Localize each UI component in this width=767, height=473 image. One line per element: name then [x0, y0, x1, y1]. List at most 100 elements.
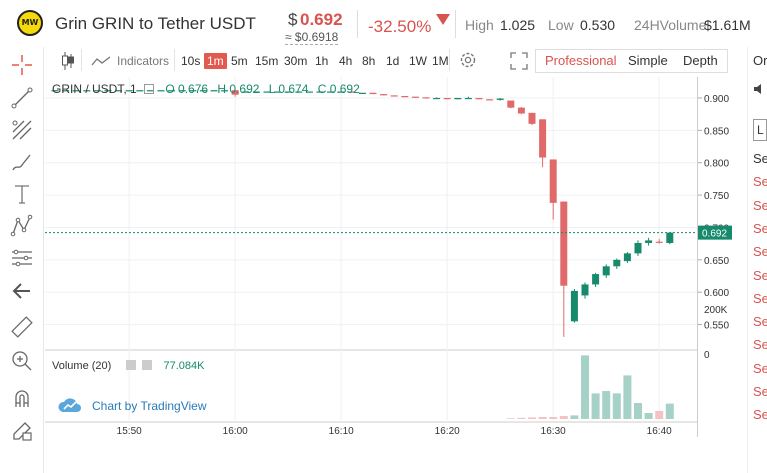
- view-simple-button[interactable]: Simple: [619, 49, 678, 73]
- candle-body: [411, 96, 419, 98]
- candle-body: [581, 284, 589, 296]
- tradingview-badge[interactable]: Chart by TradingView: [58, 396, 207, 414]
- magnet-icon[interactable]: [10, 387, 34, 411]
- last-price: 0.692: [300, 10, 343, 29]
- indicators-button[interactable]: Indicators: [117, 54, 170, 68]
- collapse-box-icon[interactable]: [144, 84, 155, 94]
- volume-bar: [623, 375, 632, 419]
- price-tick-label: 0.850: [704, 126, 729, 137]
- ruler-icon[interactable]: [10, 315, 34, 339]
- interval-1M[interactable]: 1M: [432, 54, 449, 68]
- high-value: 1.025: [500, 17, 536, 33]
- settings-gear-icon[interactable]: [458, 50, 478, 70]
- candlestick-chart[interactable]: 15:50 16:00 16:10 16:20 16:30 16:40: [45, 77, 697, 437]
- candle-body: [252, 91, 260, 93]
- volume-value: $1.61M: [704, 17, 751, 33]
- time-tick-label: 15:50: [117, 426, 142, 437]
- candle-body: [433, 97, 441, 100]
- last-price-label: 0.692: [702, 229, 727, 240]
- interval-1h[interactable]: 1h: [315, 54, 329, 68]
- price-usd: ≈ $0.6918: [285, 30, 339, 45]
- volume-tick-label: 0: [704, 350, 710, 361]
- candle-body: [369, 92, 377, 95]
- orders-tab[interactable]: Ord: [753, 53, 767, 68]
- trade-row: Se: [753, 151, 767, 166]
- indicators-icon: [91, 56, 111, 66]
- order-book-panel: Ord L Se Se Se Se Se Se Se Se Se Se Se Se: [747, 47, 767, 473]
- candle-body: [168, 90, 176, 92]
- down-triangle-icon: [436, 14, 450, 25]
- candle-body: [104, 90, 112, 92]
- crosshair-icon[interactable]: [10, 53, 34, 77]
- volume-bar: [506, 418, 515, 419]
- volume-bar: [570, 415, 579, 419]
- interval-1d[interactable]: 1d: [386, 54, 400, 68]
- trade-row: Se: [753, 407, 767, 423]
- candle-body: [157, 90, 165, 92]
- brush-icon[interactable]: [10, 150, 34, 174]
- candle-body: [517, 107, 525, 114]
- candle-body: [136, 90, 144, 92]
- low-value: 0.530: [580, 17, 616, 33]
- zoom-in-icon[interactable]: [10, 349, 34, 373]
- interval-5m[interactable]: 5m: [231, 54, 248, 68]
- trade-row: Se: [753, 174, 767, 190]
- close-box-icon[interactable]: [142, 360, 153, 370]
- lock-pencil-icon[interactable]: [10, 419, 34, 443]
- header-divider: [357, 10, 358, 38]
- measure-grid-icon[interactable]: [10, 246, 34, 270]
- toolbar-divider: [449, 49, 450, 71]
- candle-body: [454, 97, 462, 100]
- trade-row: Se: [753, 290, 767, 306]
- price-tick-label: 0.800: [704, 159, 729, 170]
- time-tick-label: 16:30: [541, 426, 566, 437]
- view-depth-button[interactable]: Depth: [674, 49, 728, 73]
- candle-body: [602, 266, 610, 276]
- candle-body: [231, 90, 239, 95]
- fullscreen-icon[interactable]: [510, 52, 528, 70]
- volume-study-label[interactable]: Volume (20): [52, 360, 112, 372]
- text-icon[interactable]: [10, 182, 34, 206]
- candle-body: [358, 92, 366, 94]
- interval-30m[interactable]: 30m: [284, 54, 308, 68]
- volume-bar: [549, 417, 558, 419]
- candle-body: [295, 91, 303, 93]
- candle-body: [549, 159, 557, 203]
- back-arrow-icon[interactable]: [10, 279, 34, 303]
- volume-bar: [517, 417, 526, 419]
- pattern-icon[interactable]: [10, 214, 34, 238]
- symbol-label[interactable]: GRIN / USDT, 1: [52, 82, 137, 96]
- price-tick-label: 0.600: [704, 288, 729, 299]
- volume-legend: Volume (20) 77.084K: [52, 360, 204, 372]
- candle-body: [666, 232, 674, 243]
- interval-4h[interactable]: 4h: [339, 54, 353, 68]
- interval-1W[interactable]: 1W: [409, 54, 427, 68]
- volume-bar: [528, 417, 536, 419]
- candle-body: [274, 91, 282, 93]
- interval-10s[interactable]: 10s: [181, 54, 201, 68]
- view-professional-button[interactable]: Professional: [535, 49, 627, 73]
- pair-title[interactable]: Grin GRIN to Tether USDT: [55, 14, 256, 33]
- candle-body: [592, 274, 600, 285]
- interval-15m[interactable]: 15m: [255, 54, 279, 68]
- candle-body: [242, 91, 250, 93]
- ohlc-legend: GRIN / USDT, 1 O 0.676 H 0.692 L 0.674 C…: [52, 82, 360, 96]
- interval-8h[interactable]: 8h: [362, 54, 376, 68]
- candle-body: [443, 97, 451, 100]
- fib-icon[interactable]: [10, 118, 34, 142]
- candle-body: [528, 112, 536, 124]
- settings-box-icon[interactable]: [126, 360, 137, 370]
- candle-body: [115, 90, 123, 92]
- filter-box[interactable]: L: [753, 119, 767, 141]
- candle-body: [422, 97, 430, 99]
- trend-line-icon[interactable]: [10, 86, 34, 110]
- candle-type-icon[interactable]: [61, 51, 75, 71]
- candle-body: [337, 91, 345, 93]
- interval-1m[interactable]: 1m: [204, 53, 227, 69]
- toolbar-divider: [174, 49, 175, 71]
- speaker-icon[interactable]: [753, 83, 763, 95]
- candle-body: [539, 119, 547, 158]
- price-change: -32.50%: [368, 17, 432, 36]
- price-axis[interactable]: 0.9000.8500.8000.7500.7000.6500.6000.550…: [697, 77, 747, 437]
- time-tick-label: 16:00: [223, 426, 248, 437]
